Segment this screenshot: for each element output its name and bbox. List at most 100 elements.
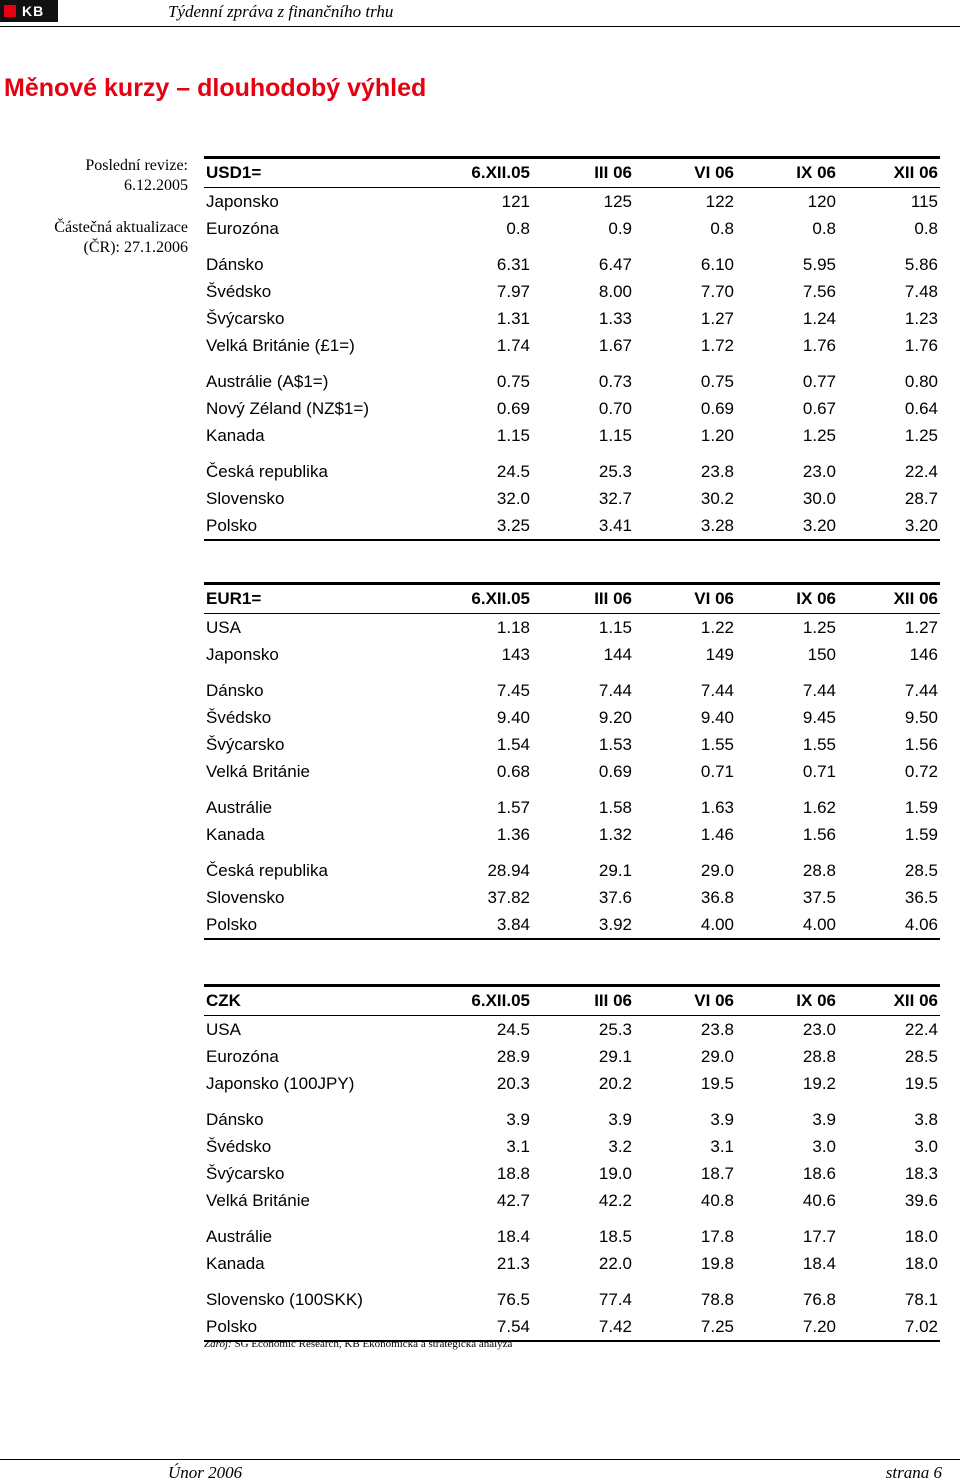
rate-cell: 1.25 bbox=[802, 425, 836, 445]
rate-cell: 17.7 bbox=[802, 1226, 836, 1246]
rate-cell: 7.44 bbox=[904, 680, 938, 700]
rate-cell: 1.22 bbox=[700, 617, 734, 637]
rate-cell: 3.8 bbox=[914, 1109, 938, 1129]
rate-cell: 1.25 bbox=[904, 425, 938, 445]
rate-cell: 0.70 bbox=[598, 398, 632, 418]
rate-cell: 28.94 bbox=[487, 860, 530, 880]
rate-cell: 0.73 bbox=[598, 371, 632, 391]
rate-cell: 1.76 bbox=[802, 335, 836, 355]
rate-cell: 0.68 bbox=[496, 761, 530, 781]
table-row: Švýcarsko 1.31 1.33 1.27 1.24 1.23 bbox=[204, 305, 940, 332]
rate-cell: 0.67 bbox=[802, 398, 836, 418]
rate-cell: 17.8 bbox=[700, 1226, 734, 1246]
rate-cell: 28.7 bbox=[904, 488, 938, 508]
rate-cell: 1.56 bbox=[904, 734, 938, 754]
rate-cell: 4.00 bbox=[634, 911, 736, 940]
rate-cell: 76.5 bbox=[496, 1289, 530, 1309]
rate-cell: 3.9 bbox=[608, 1109, 632, 1129]
rate-cell: 7.20 bbox=[736, 1313, 838, 1342]
rate-cell: 3.1 bbox=[506, 1136, 530, 1156]
table-row: Velká Británie 42.7 42.2 40.8 40.6 39.6 bbox=[204, 1187, 940, 1214]
rate-cell: 1.25 bbox=[802, 617, 836, 637]
rate-cell: 143 bbox=[501, 644, 530, 664]
rate-cell: 7.54 bbox=[430, 1313, 532, 1342]
rate-cell: 3.0 bbox=[812, 1136, 836, 1156]
rate-cell: 24.5 bbox=[496, 1019, 530, 1039]
table-row: Švýcarsko 1.54 1.53 1.55 1.55 1.56 bbox=[204, 731, 940, 758]
table-header-period: 6.XII.05 bbox=[430, 156, 532, 188]
table-row: USA 1.18 1.15 1.22 1.25 1.27 bbox=[204, 614, 940, 642]
rate-cell: 30.0 bbox=[802, 488, 836, 508]
table-row: Česká republika 24.5 25.3 23.8 23.0 22.4 bbox=[204, 449, 940, 485]
rate-cell: 3.0 bbox=[914, 1136, 938, 1156]
rate-cell: 29.0 bbox=[700, 1046, 734, 1066]
table-header-row: CZK 6.XII.05 III 06 VI 06 IX 06 XII 06 bbox=[204, 984, 940, 1016]
country-cell: Dánsko bbox=[206, 254, 264, 274]
rate-cell: 3.9 bbox=[710, 1109, 734, 1129]
rate-cell: 32.0 bbox=[496, 488, 530, 508]
rate-cell: 1.15 bbox=[496, 425, 530, 445]
country-cell: Švýcarsko bbox=[206, 734, 285, 754]
rate-cell: 4.00 bbox=[736, 911, 838, 940]
rate-cell: 1.55 bbox=[700, 734, 734, 754]
table-row: Dánsko 6.31 6.47 6.10 5.95 5.86 bbox=[204, 242, 940, 278]
rate-cell: 3.20 bbox=[736, 512, 838, 541]
rate-cell: 9.45 bbox=[802, 707, 836, 727]
rate-cell: 3.41 bbox=[532, 512, 634, 541]
rate-cell: 18.0 bbox=[904, 1253, 938, 1273]
table-row: Švýcarsko 18.8 19.0 18.7 18.6 18.3 bbox=[204, 1160, 940, 1187]
country-cell: Polsko bbox=[204, 911, 430, 940]
page-title: Měnové kurzy – dlouhodobý výhled bbox=[4, 74, 427, 102]
rate-cell: 1.72 bbox=[700, 335, 734, 355]
rate-cell: 1.15 bbox=[598, 425, 632, 445]
rate-cell: 1.32 bbox=[598, 824, 632, 844]
revision-line: Poslední revize: bbox=[85, 157, 188, 174]
table-row: Velká Británie 0.68 0.69 0.71 0.71 0.72 bbox=[204, 758, 940, 785]
rate-cell: 37.5 bbox=[802, 887, 836, 907]
rate-cell: 1.18 bbox=[496, 617, 530, 637]
rate-cell: 18.6 bbox=[802, 1163, 836, 1183]
country-cell: Švédsko bbox=[206, 1136, 272, 1156]
rate-cell: 0.71 bbox=[802, 761, 836, 781]
header-divider bbox=[0, 26, 960, 27]
rate-cell: 18.7 bbox=[700, 1163, 734, 1183]
rate-cell: 30.2 bbox=[700, 488, 734, 508]
country-cell: Kanada bbox=[206, 824, 265, 844]
rate-cell: 6.10 bbox=[700, 254, 734, 274]
country-cell: Dánsko bbox=[206, 1109, 264, 1129]
rate-cell: 0.8 bbox=[710, 218, 734, 238]
rate-cell: 9.50 bbox=[904, 707, 938, 727]
rate-cell: 37.6 bbox=[598, 887, 632, 907]
rate-cell: 120 bbox=[807, 191, 836, 211]
rate-cell: 21.3 bbox=[496, 1253, 530, 1273]
table-row: Slovensko (100SKK) 76.5 77.4 78.8 76.8 78.1 bbox=[204, 1277, 940, 1313]
rate-cell: 1.23 bbox=[904, 308, 938, 328]
table-header-period: VI 06 bbox=[634, 156, 736, 188]
country-cell: Velká Británie (£1=) bbox=[206, 335, 355, 355]
kb-logo: KB bbox=[0, 0, 58, 22]
table-row: Švédsko 7.97 8.00 7.70 7.56 7.48 bbox=[204, 278, 940, 305]
table-header-label: EUR1= bbox=[204, 582, 430, 614]
rate-cell: 19.5 bbox=[904, 1073, 938, 1093]
table-row: Dánsko 3.9 3.9 3.9 3.9 3.8 bbox=[204, 1097, 940, 1133]
rate-cell: 77.4 bbox=[598, 1289, 632, 1309]
rate-cell: 3.2 bbox=[608, 1136, 632, 1156]
rate-cell: 28.9 bbox=[496, 1046, 530, 1066]
country-cell: Švýcarsko bbox=[206, 308, 285, 328]
rate-cell: 1.63 bbox=[700, 797, 734, 817]
country-cell: Japonsko bbox=[206, 191, 279, 211]
table-row: Kanada 1.36 1.32 1.46 1.56 1.59 bbox=[204, 821, 940, 848]
rate-cell: 1.62 bbox=[802, 797, 836, 817]
rate-cell: 3.9 bbox=[812, 1109, 836, 1129]
rate-cell: 20.3 bbox=[496, 1073, 530, 1093]
rate-cell: 0.69 bbox=[700, 398, 734, 418]
rate-cell: 7.02 bbox=[838, 1313, 940, 1342]
rate-cell: 18.5 bbox=[598, 1226, 632, 1246]
table-header-period: IX 06 bbox=[736, 984, 838, 1016]
source-text: SG Economic Research, KB Ekonomická a st… bbox=[231, 1338, 513, 1350]
rate-cell: 23.8 bbox=[700, 461, 734, 481]
rate-cell: 24.5 bbox=[496, 461, 530, 481]
country-cell: Japonsko (100JPY) bbox=[206, 1073, 355, 1093]
rate-cell: 121 bbox=[501, 191, 530, 211]
rate-cell: 1.54 bbox=[496, 734, 530, 754]
